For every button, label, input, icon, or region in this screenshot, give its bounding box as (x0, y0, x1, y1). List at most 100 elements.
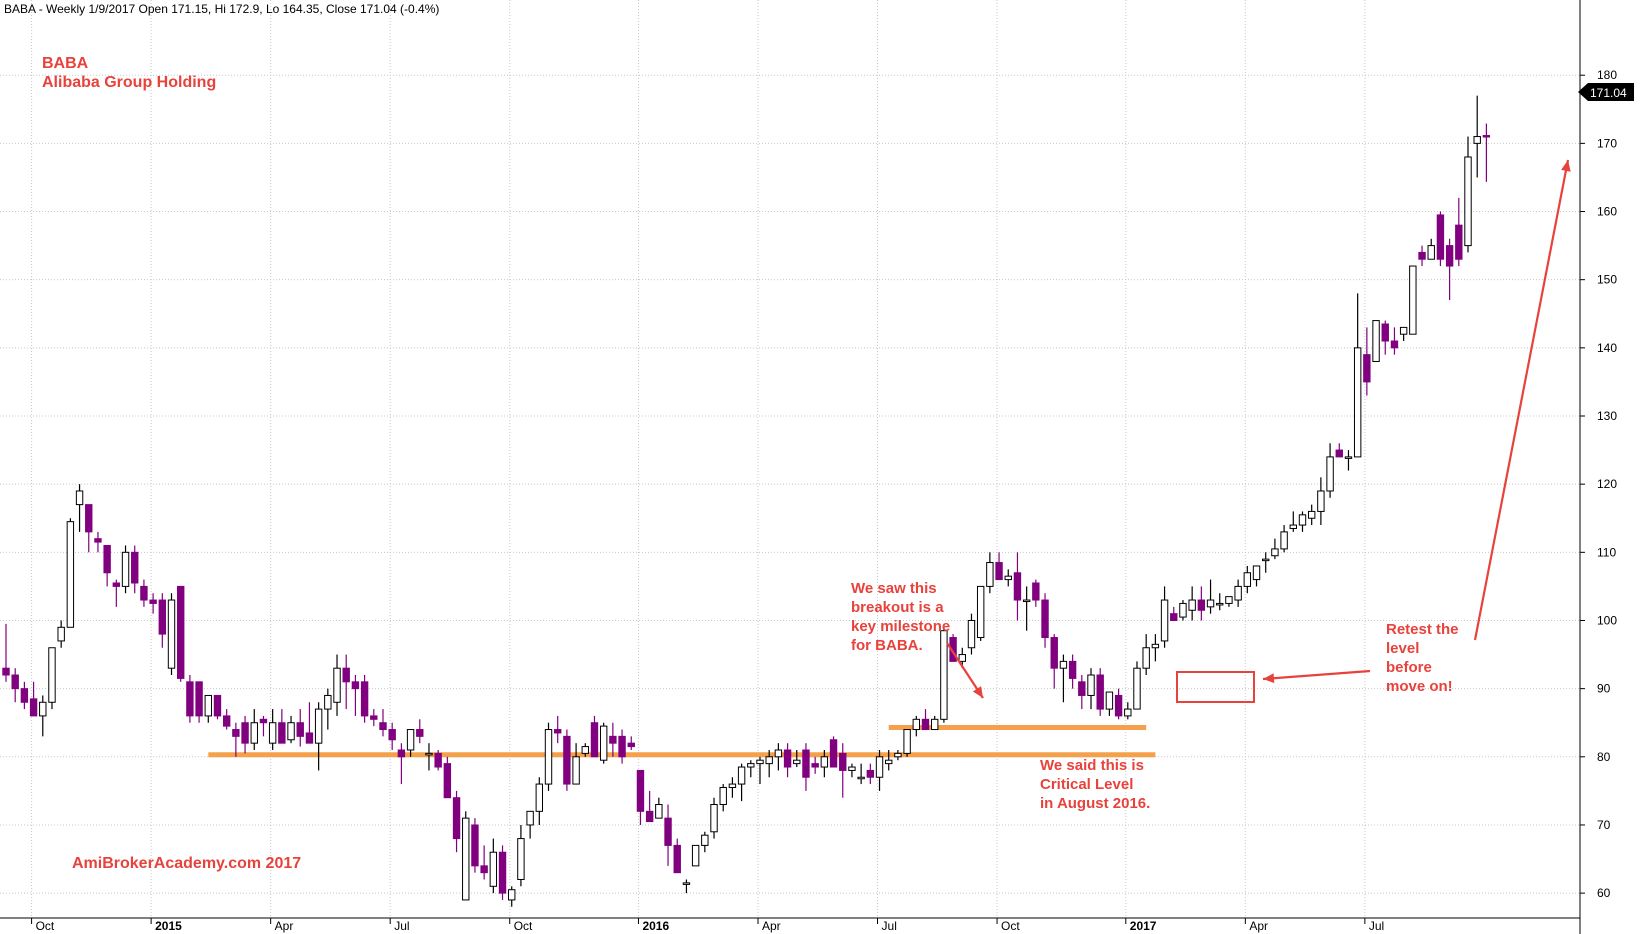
x-tick-label: Apr (1249, 919, 1268, 933)
annotation-breakout: We saw this breakout is a key milestone … (851, 580, 954, 654)
candle (774, 743, 783, 771)
candle-body (866, 769, 875, 778)
candle (1243, 565, 1252, 594)
candle-body (149, 599, 157, 604)
candle-body (1252, 565, 1261, 581)
candle (75, 484, 84, 532)
candle (1068, 654, 1077, 689)
x-tick-label: Oct (514, 919, 533, 933)
candle (1381, 320, 1389, 355)
candle (544, 722, 553, 791)
candle (1427, 238, 1435, 260)
candle-body (1298, 514, 1307, 526)
candle (94, 531, 102, 553)
candle (590, 715, 599, 758)
annotation-retest-line: before (1386, 659, 1432, 676)
candle (268, 709, 277, 750)
candle (397, 743, 406, 785)
candle-body (1344, 456, 1353, 459)
candle (508, 886, 516, 907)
candle (11, 668, 19, 703)
x-tick-label: 2016 (642, 919, 669, 933)
candle-body (471, 824, 479, 867)
candle-body (259, 718, 268, 724)
candle (480, 845, 488, 880)
candle (875, 749, 884, 791)
candle (793, 749, 801, 768)
candle (848, 763, 856, 778)
candle-body (719, 786, 727, 806)
candle-body (1307, 510, 1316, 519)
candle-body (636, 769, 645, 812)
candle-body (1170, 613, 1178, 621)
x-tick-label: Jul (882, 919, 897, 933)
candle (1298, 511, 1307, 532)
candle-body (848, 766, 856, 771)
candle-body (1271, 548, 1279, 557)
candle-body (416, 729, 424, 737)
y-tick-label: 180 (1597, 68, 1617, 82)
candle-body (765, 756, 773, 765)
candle (1262, 552, 1270, 573)
candle (222, 709, 231, 730)
candle (976, 585, 985, 641)
candle (112, 579, 121, 607)
candle (204, 694, 212, 723)
candle (1188, 586, 1196, 621)
annotation-retest-line: move on! (1386, 678, 1453, 695)
candle-body (305, 732, 314, 744)
candle-body (967, 619, 976, 649)
annotation-critical-level: We said this is Critical Level in August… (1040, 757, 1150, 812)
candle-body (976, 585, 985, 639)
candle (1252, 565, 1261, 587)
candle-body (1004, 575, 1012, 581)
candle-body (1280, 531, 1288, 550)
candle-body (894, 752, 902, 758)
candle-body (921, 718, 930, 731)
candle-body (1427, 245, 1435, 260)
candle (655, 797, 663, 819)
candle-body (554, 729, 562, 734)
y-tick-label: 80 (1597, 750, 1611, 764)
candle (1335, 443, 1343, 458)
candle (406, 729, 415, 757)
candle-body (958, 654, 966, 662)
candles (2, 95, 1491, 907)
y-tick-label: 90 (1597, 682, 1611, 696)
candle (1133, 661, 1141, 710)
candle-body (655, 804, 663, 819)
candle-body (627, 742, 635, 748)
candle-body (1013, 572, 1022, 601)
candle (645, 790, 654, 823)
y-tick-label: 160 (1597, 205, 1617, 219)
candle (1151, 634, 1160, 662)
candle (517, 824, 525, 887)
candle (526, 810, 534, 839)
candle-body (599, 725, 608, 761)
candle-body (1050, 637, 1058, 669)
candle-body (1206, 599, 1215, 608)
candle (682, 879, 691, 894)
annotation-breakout-line: for BABA. (851, 637, 923, 654)
candle-body (278, 722, 286, 744)
candle-body (324, 694, 332, 710)
candle-body (222, 715, 231, 727)
candle-body (1197, 599, 1206, 611)
annotation-breakout-line: breakout is a (851, 599, 944, 616)
retest-box (1176, 671, 1255, 703)
candle (691, 844, 700, 867)
annotation-critical-line: Critical Level (1040, 776, 1133, 793)
candle-body (498, 851, 507, 894)
candle (563, 729, 571, 791)
candle (388, 722, 396, 750)
candle-body (857, 776, 865, 780)
candle-body (443, 763, 452, 799)
candle (57, 620, 65, 648)
last-price-tag-shape (1578, 83, 1634, 101)
candle (829, 736, 838, 768)
candle-body (645, 810, 654, 823)
candle-body (747, 763, 755, 768)
x-tick-label: Jul (394, 919, 409, 933)
candle (305, 702, 314, 744)
candle (39, 695, 47, 737)
